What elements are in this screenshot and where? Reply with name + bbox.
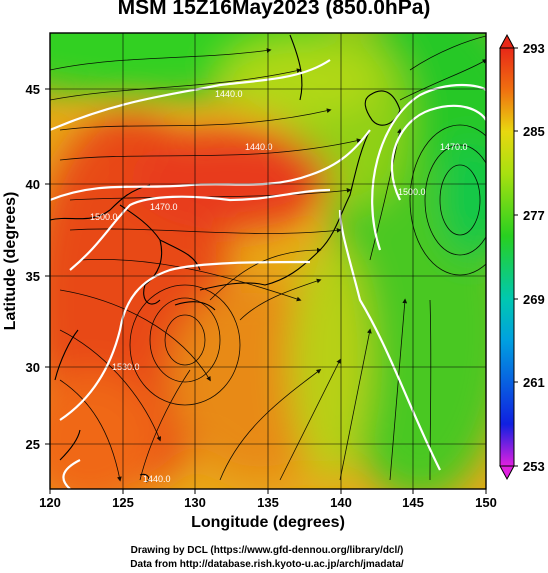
x-tick-label: 135 (257, 495, 279, 510)
graticule (50, 33, 486, 489)
colorbar-tick-label: 285 (523, 124, 545, 139)
x-axis-label: Longitude (degrees) (191, 514, 345, 531)
svg-text:1440.0: 1440.0 (143, 474, 171, 484)
y-tick-label: 45 (26, 82, 40, 97)
credit-data-source: Data from http://database.rish.kyoto-u.a… (130, 559, 404, 570)
x-tick-label: 125 (112, 495, 134, 510)
svg-text:1500.0: 1500.0 (398, 187, 426, 197)
y-tick-label: 35 (26, 269, 40, 284)
y-tick-label: 40 (26, 177, 40, 192)
x-tick-label: 140 (330, 495, 352, 510)
colorbar-tick-label: 269 (523, 292, 545, 307)
svg-text:1500.0: 1500.0 (90, 212, 118, 222)
x-tick-labels: 120 125 130 135 140 145 150 (39, 495, 497, 510)
colorbar: 293 285 277 269 261 253 (499, 33, 545, 481)
svg-text:1440.0: 1440.0 (245, 142, 273, 152)
colorbar-tick-label: 261 (523, 375, 545, 390)
y-tick-labels: 25 30 35 40 45 (26, 82, 40, 452)
coastlines (50, 34, 401, 483)
chart-title: MSM 15Z16May2023 (850.0hPa) (117, 0, 431, 19)
svg-text:1470.0: 1470.0 (150, 202, 178, 212)
temperature-field: 1440.0 1440.0 1500.0 1470.0 1530.0 1500.… (50, 33, 486, 489)
credit-drawing: Drawing by DCL (https://www.gfd-dennou.o… (130, 545, 404, 556)
colorbar-tick-label: 277 (523, 208, 545, 223)
colorbar-tick-label: 253 (523, 459, 545, 474)
x-tick-label: 120 (39, 495, 61, 510)
streamlines (50, 35, 486, 482)
svg-text:1440.0: 1440.0 (215, 89, 243, 99)
height-contours (50, 59, 486, 489)
colorbar-tick-label: 293 (523, 41, 545, 56)
x-tick-label: 145 (402, 495, 424, 510)
x-tick-label: 150 (475, 495, 497, 510)
y-tick-label: 30 (26, 360, 40, 375)
x-tick-label: 130 (184, 495, 206, 510)
svg-text:1470.0: 1470.0 (440, 142, 468, 152)
y-tick-label: 25 (26, 437, 40, 452)
y-axis-label: Latitude (degrees) (2, 192, 19, 331)
